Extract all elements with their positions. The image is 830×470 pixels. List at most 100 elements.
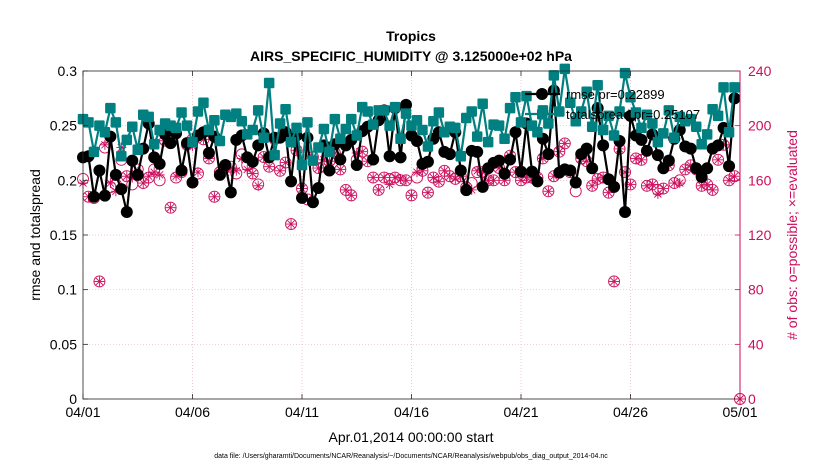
rmse-point	[153, 157, 166, 170]
rmse-point	[224, 186, 237, 199]
rmse-point	[728, 92, 741, 105]
y-tick-label-right: 40	[748, 336, 764, 352]
y-tick-label-left: 0.3	[58, 63, 78, 79]
totalspread-point	[477, 98, 488, 110]
totalspread-point	[619, 67, 631, 79]
rmse-point	[597, 139, 610, 152]
obs-possible-point	[619, 166, 631, 179]
totalspread-point	[83, 117, 94, 128]
rmse-point	[608, 180, 621, 193]
obs-possible-point	[279, 156, 292, 169]
totalspread-point	[214, 135, 226, 147]
y-tick-label-right: 160	[748, 172, 772, 188]
rmse-point	[301, 131, 314, 144]
totalspread-point	[455, 151, 467, 162]
totalspread-point	[296, 159, 308, 171]
legend-totalspread: totalspread pr=0.25107	[566, 107, 700, 122]
totalspread-point	[247, 124, 258, 136]
totalspread-point	[280, 104, 291, 115]
y-tick-label-left: 0.2	[58, 172, 78, 188]
obs-evaluated-point	[143, 171, 154, 182]
totalspread-point	[565, 97, 576, 108]
totalspread-point	[592, 79, 603, 91]
rmse-point	[723, 160, 736, 173]
obs-evaluated-point	[94, 276, 105, 287]
rmse-point	[651, 149, 664, 162]
obs-evaluated-point	[674, 178, 685, 189]
rmse-point	[400, 98, 413, 111]
obs-evaluated-point	[713, 154, 724, 165]
totalspread-point	[450, 122, 461, 134]
rmse-point	[493, 154, 506, 167]
totalspread-point	[318, 123, 330, 135]
totalspread-point	[718, 82, 729, 93]
rmse-point	[285, 175, 298, 188]
totalspread-point	[636, 122, 647, 134]
y-tick-label-right: 80	[748, 282, 764, 298]
totalspread-point	[532, 126, 543, 138]
rmse-point	[515, 165, 527, 178]
obs-evaluated-point	[587, 180, 598, 191]
obs-evaluated-point	[488, 175, 499, 186]
rmse-point	[323, 164, 336, 177]
totalspread-point	[690, 121, 702, 133]
obs-possible-point	[372, 183, 385, 196]
totalspread-point	[669, 132, 680, 143]
x-tick-label: 04/26	[613, 404, 648, 420]
rmse-point	[350, 159, 363, 172]
totalspread-point	[340, 123, 352, 135]
totalspread-point	[482, 136, 494, 148]
totalspread-point	[493, 120, 505, 131]
totalspread-point	[417, 124, 428, 136]
y-tick-label-left: 0.25	[50, 118, 77, 134]
rmse-point	[202, 147, 215, 159]
totalspread-point	[658, 128, 669, 139]
obs-possible-point	[345, 189, 358, 202]
rmse-point	[109, 168, 122, 181]
totalspread-point	[603, 110, 614, 122]
rmse-point	[569, 176, 582, 189]
totalspread-point	[614, 106, 625, 117]
obs-evaluated-point	[105, 178, 116, 189]
obs-possible-point	[608, 275, 621, 288]
obs-possible-point	[208, 190, 221, 203]
totalspread-point	[641, 109, 653, 120]
totalspread-point	[471, 131, 483, 142]
y-tick-label-left: 0.05	[50, 336, 77, 352]
totalspread-point	[105, 102, 116, 114]
rmse-point	[334, 153, 347, 166]
totalspread-point	[559, 63, 571, 75]
x-axis-label: Apr.01,2014 00:00:00 start	[328, 429, 493, 445]
obs-evaluated-point	[384, 179, 395, 190]
totalspread-point	[663, 105, 675, 116]
obs-evaluated-point	[559, 138, 570, 149]
totalspread-point	[384, 120, 395, 131]
totalspread-point	[521, 90, 532, 102]
legend-rmse: rmse pr=0.22899	[566, 87, 665, 102]
totalspread-point	[148, 139, 160, 150]
totalspread-point	[176, 107, 187, 118]
totalspread-point	[499, 133, 510, 145]
obs-evaluated-point	[154, 169, 165, 180]
totalspread-point	[170, 122, 182, 134]
totalspread-point	[313, 142, 324, 153]
totalspread-point	[422, 141, 434, 152]
rmse-point	[246, 155, 259, 168]
totalspread-point	[701, 129, 713, 140]
rmse-point	[312, 181, 325, 194]
x-tick-label: 04/01	[65, 404, 100, 420]
totalspread-point	[132, 144, 143, 155]
totalspread-point	[696, 139, 707, 150]
footnote: data file: /Users/gharamti/Documents/NCA…	[214, 453, 608, 460]
totalspread-point	[378, 105, 390, 116]
totalspread-point	[346, 113, 357, 125]
totalspread-point	[647, 118, 658, 129]
totalspread-point	[400, 108, 412, 119]
totalspread-point	[395, 133, 406, 145]
rmse-point	[443, 148, 456, 161]
totalspread-point	[127, 121, 138, 133]
totalspread-point	[543, 118, 554, 129]
totalspread-point	[597, 124, 609, 136]
rmse-point	[186, 176, 199, 189]
